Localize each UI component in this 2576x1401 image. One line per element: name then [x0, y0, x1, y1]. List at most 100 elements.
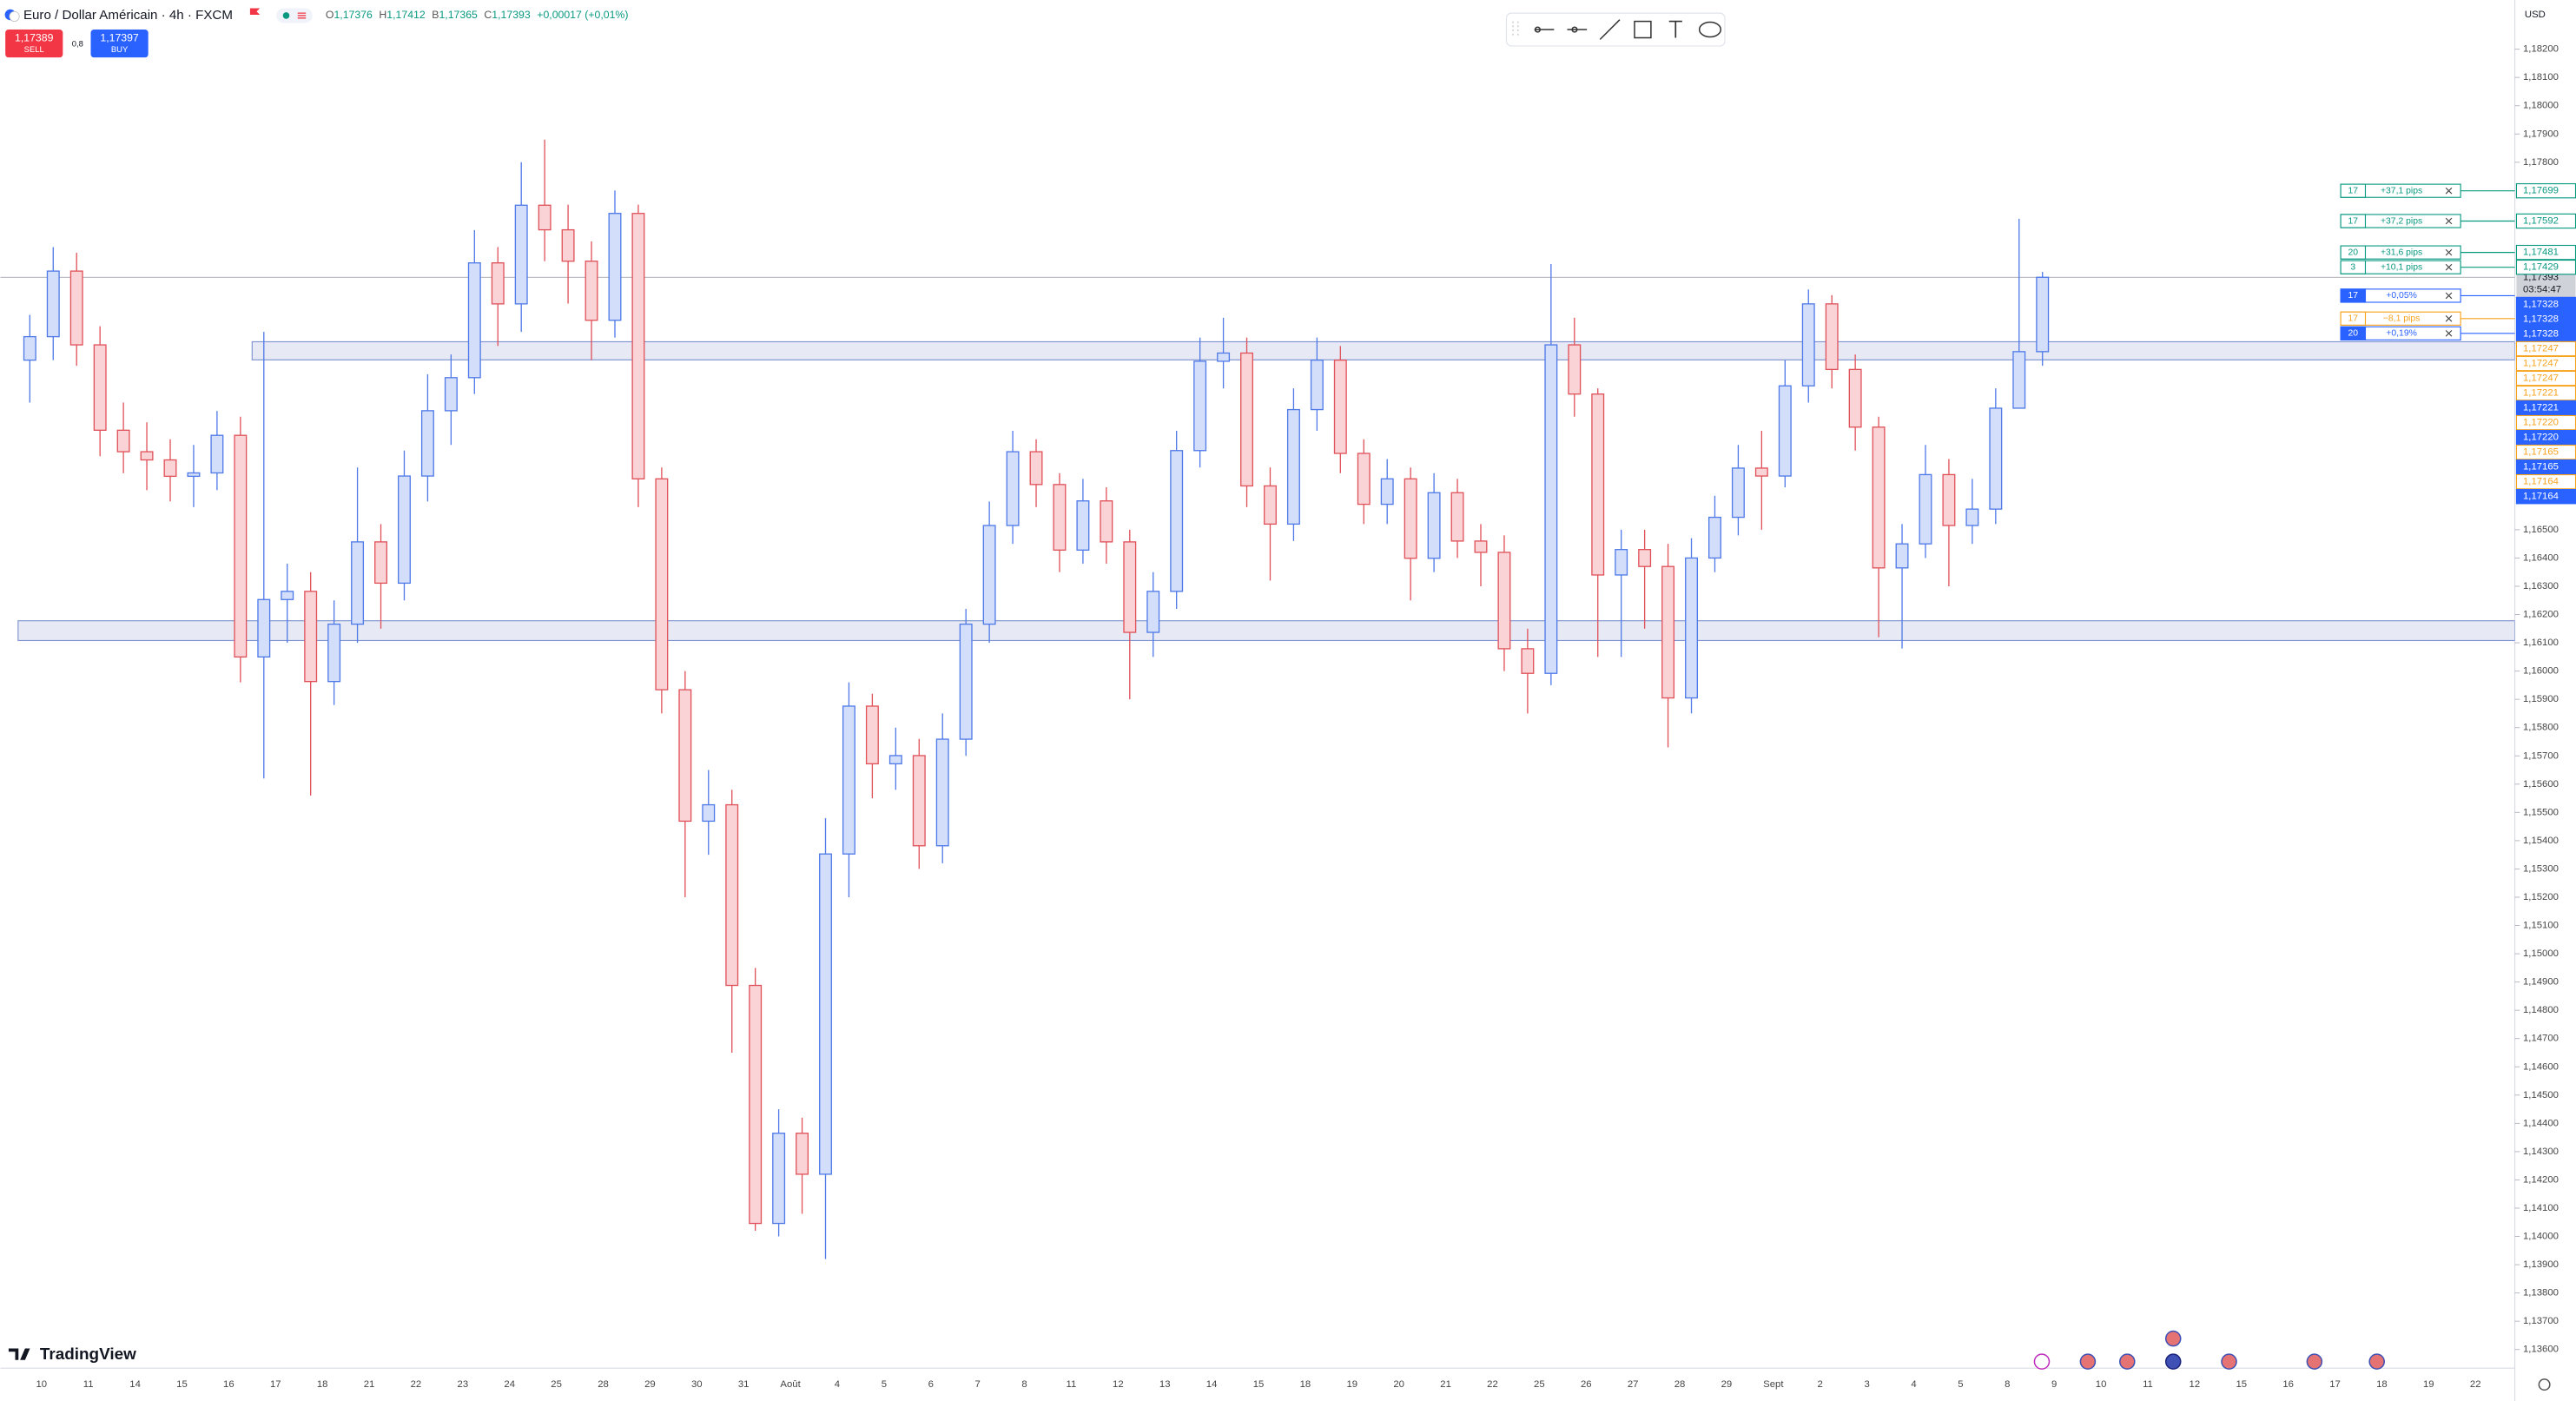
position-close[interactable] [2445, 217, 2453, 225]
plot-area [0, 139, 2515, 1259]
candle-body [420, 410, 434, 477]
x-tick-label: 10 [2096, 1379, 2107, 1390]
candle-body [772, 1133, 786, 1225]
x-tick-label: 8 [1021, 1379, 1027, 1390]
y-tick-label: 1,16300 [2523, 581, 2559, 591]
candle-body [1521, 648, 1535, 674]
position-qty-box [2340, 288, 2367, 303]
x-tick-label: 25 [551, 1379, 562, 1390]
x-tick-label: 18 [2376, 1379, 2388, 1390]
position-close[interactable] [2445, 187, 2453, 195]
x-tick-label: 4 [835, 1379, 840, 1390]
candle-body [749, 984, 763, 1225]
candle-body [116, 429, 130, 453]
position-pnl: +10,1 pips [2381, 262, 2422, 272]
y-tick-label: 1,14000 [2523, 1232, 2559, 1242]
event-icon[interactable] [2164, 1330, 2182, 1347]
candle-body [1801, 303, 1815, 387]
countdown: 03:54:47 [2523, 284, 2561, 294]
x-tick-label: 23 [458, 1379, 469, 1390]
candle-body [1076, 500, 1090, 551]
position-close[interactable] [2445, 314, 2453, 322]
price-label: 1,17165 [2523, 447, 2559, 458]
event-icon[interactable] [2033, 1353, 2051, 1370]
event-icon[interactable] [2119, 1353, 2136, 1370]
brand-logo[interactable] [8, 1348, 30, 1360]
candle-body [1333, 359, 1347, 454]
candle-body [1146, 591, 1160, 633]
candle-body [1661, 565, 1675, 699]
sell-label: SELL [24, 45, 44, 55]
ellipse-tool[interactable] [1698, 21, 1722, 38]
ohlc-change: +0,00017 (+0,01%) [537, 9, 628, 21]
x-tick-label: 25 [1534, 1379, 1545, 1390]
ohlc-values: O1,17376 H1,17412 B1,17365 C1,17393 +0,00017… [326, 9, 629, 21]
text-tool[interactable] [1668, 20, 1682, 38]
y-tick-label: 1,14800 [2523, 1005, 2559, 1015]
position-close[interactable] [2445, 329, 2453, 337]
x-tick-label: 14 [129, 1379, 141, 1390]
position-close[interactable] [2445, 263, 2453, 271]
position-qty-box [2340, 214, 2367, 228]
y-tick-label: 1,18100 [2523, 72, 2559, 83]
x-tick-label: 19 [1346, 1379, 1357, 1390]
x-tick-label: 29 [1721, 1379, 1733, 1390]
x-tick-label: 18 [1300, 1379, 1311, 1390]
price-label: 1,17221 [2523, 403, 2559, 413]
event-icon[interactable] [2164, 1353, 2182, 1370]
trend-line-tool[interactable] [1599, 19, 1621, 40]
candle-body [163, 459, 177, 478]
buy-button[interactable] [90, 30, 149, 58]
y-tick-label: 1,17900 [2523, 129, 2559, 139]
price-label: 1,17220 [2523, 433, 2559, 443]
rectangle-tool[interactable] [1634, 20, 1652, 39]
price-label: 1,17247 [2523, 373, 2559, 384]
buy-label: BUY [111, 45, 129, 55]
candle-body [374, 541, 387, 585]
candle-body [1357, 453, 1371, 506]
x-tick-label: 29 [644, 1379, 656, 1390]
status-pill[interactable] [276, 8, 313, 23]
x-tick-label: 17 [270, 1379, 281, 1390]
candle-body [1123, 541, 1137, 633]
event-icon[interactable] [2306, 1353, 2323, 1370]
event-icon[interactable] [2221, 1353, 2237, 1370]
candle-body [467, 262, 481, 379]
event-icon[interactable] [2368, 1353, 2385, 1370]
y-tick-label: 1,14300 [2523, 1147, 2559, 1157]
brand-name[interactable]: TradingView [40, 1345, 136, 1364]
currency[interactable]: USD [2525, 10, 2546, 20]
y-tick-label: 1,14900 [2523, 977, 2559, 988]
candle-body [1731, 467, 1745, 519]
x-tick-label: 30 [691, 1379, 703, 1390]
horizontal-line-tool[interactable] [1534, 26, 1555, 33]
x-tick-label: 5 [882, 1379, 887, 1390]
position-close[interactable] [2445, 248, 2453, 256]
event-icon[interactable] [2079, 1353, 2097, 1370]
settings-button[interactable] [2538, 1378, 2551, 1391]
candle-body [210, 434, 224, 474]
price-label: 1,17592 [2523, 216, 2559, 227]
drag-handle[interactable] [1512, 21, 1519, 38]
candle-body [561, 228, 575, 262]
candle-body [608, 213, 622, 321]
candle-body [234, 434, 248, 658]
candle-body [1264, 485, 1277, 525]
sell-button[interactable] [5, 30, 63, 58]
y-tick-label: 1,15100 [2523, 921, 2559, 931]
x-tick-label: 6 [928, 1379, 934, 1390]
position-close[interactable] [2445, 292, 2453, 300]
flag-icon[interactable] [249, 8, 261, 16]
price-label: 1,17481 [2523, 248, 2559, 258]
spread: 0,8 [72, 40, 83, 50]
position-qty: 17 [2348, 216, 2359, 226]
y-tick-label: 1,13700 [2523, 1316, 2559, 1326]
symbol-title[interactable]: Euro / Dollar Américain · 4h · FXCM [23, 8, 233, 23]
candle-body [1872, 426, 1886, 569]
candle-body [1006, 451, 1020, 526]
y-tick-label: 1,15800 [2523, 723, 2559, 733]
horizontal-ray-tool[interactable] [1567, 26, 1588, 33]
y-tick-label: 1,13800 [2523, 1288, 2559, 1299]
